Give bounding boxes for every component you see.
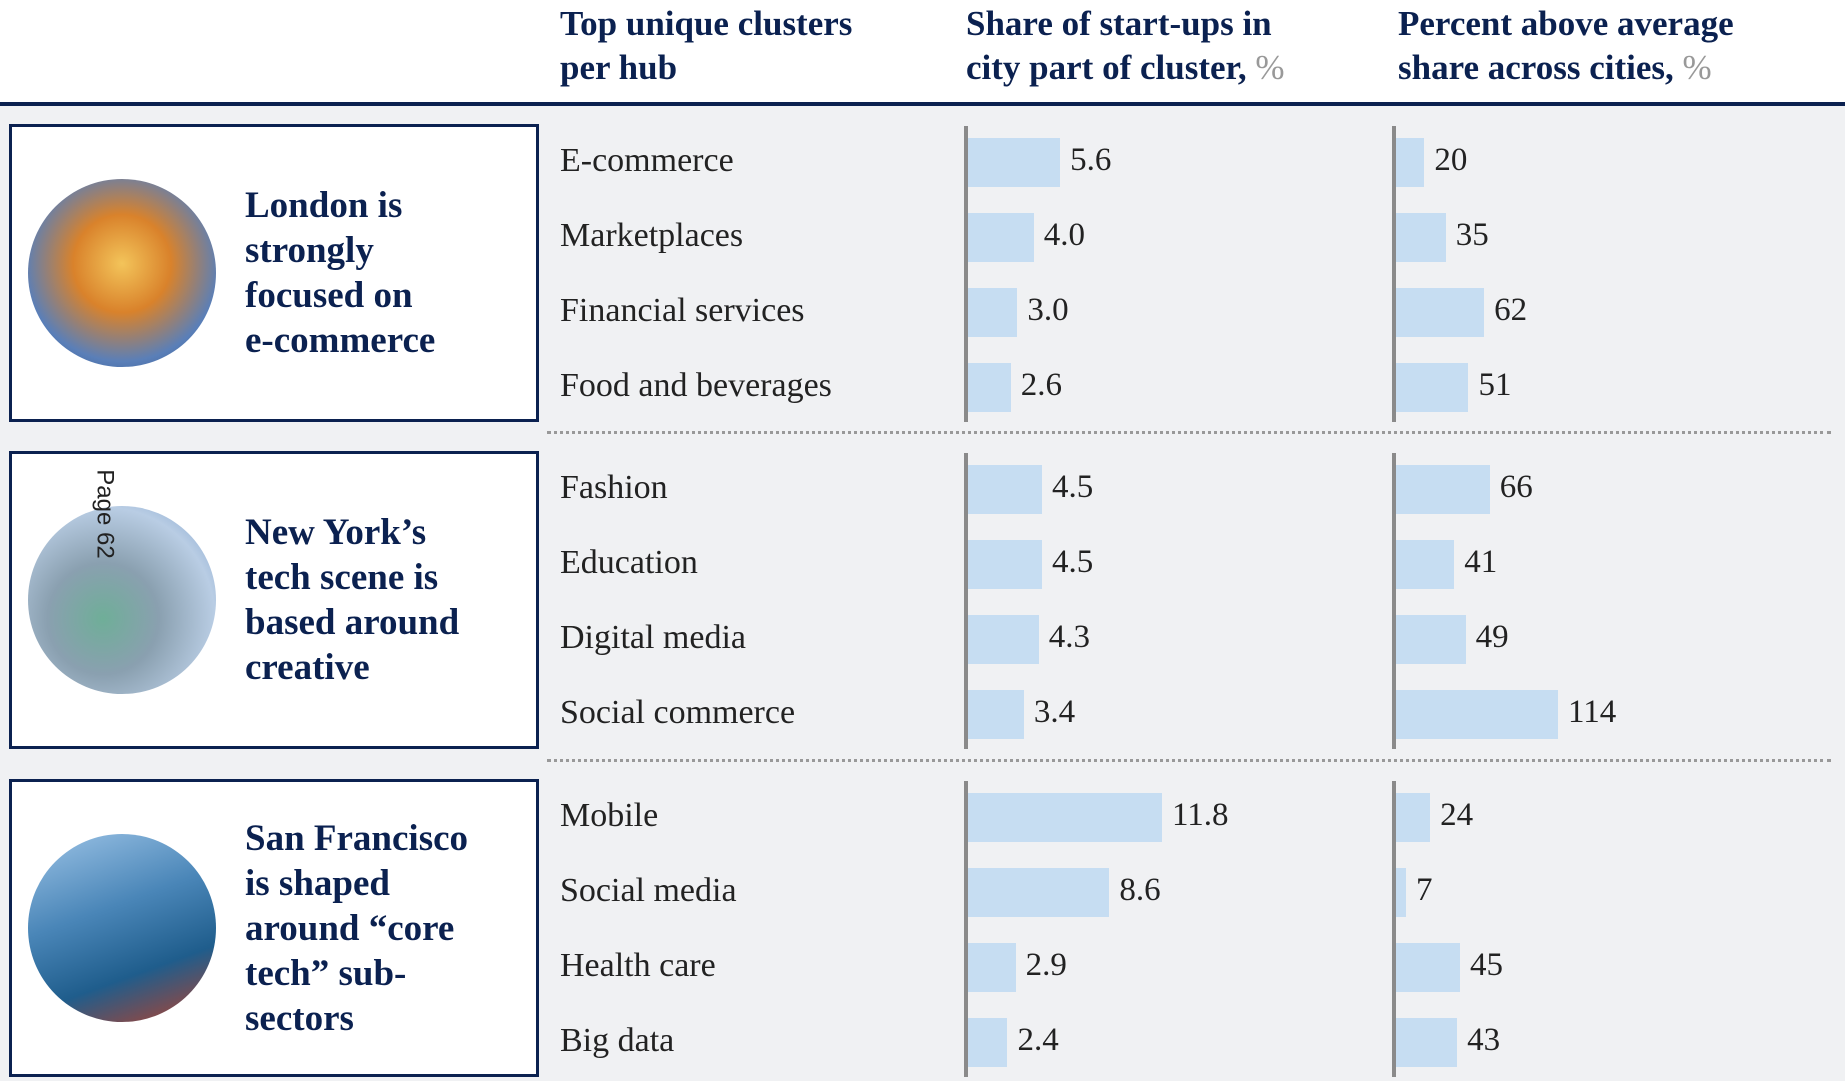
category-label: Big data — [560, 1022, 675, 1059]
above-bar — [1396, 690, 1558, 739]
share-value: 2.6 — [1020, 367, 1062, 403]
hub-caption: strongly — [245, 230, 374, 271]
above-bar — [1396, 288, 1485, 337]
above-value: 62 — [1494, 292, 1528, 328]
share-axis — [964, 781, 968, 1077]
hub-caption: based around — [245, 602, 460, 643]
above-value: 51 — [1478, 367, 1512, 403]
share-bar — [968, 288, 1018, 337]
share-bar — [968, 363, 1011, 412]
header-unit: % — [1255, 48, 1285, 87]
category-label: Marketplaces — [560, 217, 744, 254]
share-bar — [968, 868, 1110, 917]
category-label: E-commerce — [560, 142, 734, 179]
above-axis — [1392, 126, 1396, 422]
category-label: Social media — [560, 872, 737, 909]
category-label: Digital media — [560, 619, 747, 656]
above-value: 24 — [1440, 797, 1474, 833]
hub-caption: New York’s — [245, 512, 427, 553]
share-bar — [968, 690, 1024, 739]
above-bar — [1396, 615, 1466, 664]
header-line: Share of start-ups in — [966, 4, 1272, 43]
share-value: 4.5 — [1051, 469, 1094, 505]
above-axis — [1392, 453, 1396, 749]
share-bar — [968, 615, 1039, 664]
share-value: 11.8 — [1172, 797, 1229, 833]
header-line: city part of cluster, % — [966, 48, 1285, 87]
above-bar — [1396, 213, 1446, 262]
header-line: Percent above average — [1398, 4, 1734, 43]
hub-caption: London is — [245, 185, 403, 226]
hub-caption: tech” sub- — [245, 952, 407, 994]
above-bar — [1396, 465, 1490, 514]
category-label: Social commerce — [560, 694, 796, 731]
above-value: 20 — [1434, 142, 1468, 178]
header-line: Top unique clusters — [560, 4, 853, 43]
hub-caption: sectors — [245, 997, 354, 1039]
above-bar — [1396, 868, 1406, 917]
share-value: 4.5 — [1051, 544, 1094, 580]
share-axis — [964, 453, 968, 749]
above-value: 49 — [1475, 619, 1509, 655]
hub-photo — [28, 179, 216, 367]
share-value: 3.4 — [1033, 694, 1076, 730]
above-bar — [1396, 943, 1460, 992]
share-value: 8.6 — [1119, 872, 1161, 908]
header-line: share across cities, % — [1398, 48, 1712, 87]
share-value: 2.9 — [1025, 947, 1067, 983]
share-bar — [968, 465, 1042, 514]
above-value: 41 — [1464, 544, 1498, 580]
above-bar — [1396, 363, 1469, 412]
category-label: Mobile — [560, 797, 659, 834]
above-value: 114 — [1568, 694, 1617, 730]
header-rule — [0, 102, 1845, 106]
hub-caption: tech scene is — [245, 557, 439, 598]
header-unit: % — [1682, 48, 1712, 87]
hub-photo — [28, 506, 216, 694]
hub-photo — [28, 834, 216, 1022]
share-bar — [968, 213, 1034, 262]
share-value: 4.3 — [1048, 619, 1090, 655]
above-bar — [1396, 1018, 1458, 1067]
category-label: Health care — [560, 947, 716, 984]
separator — [547, 759, 1831, 762]
above-bar — [1396, 793, 1431, 842]
above-bar — [1396, 540, 1455, 589]
hub-caption: San Francisco — [245, 817, 469, 859]
above-value: 7 — [1415, 872, 1433, 908]
category-label: Food and beverages — [560, 367, 832, 404]
category-label: Education — [560, 544, 698, 581]
share-value: 5.6 — [1070, 142, 1112, 178]
category-label: Financial services — [560, 292, 805, 329]
share-value: 4.0 — [1043, 217, 1085, 253]
share-bar — [968, 943, 1016, 992]
category-label: Fashion — [560, 469, 668, 506]
share-bar — [968, 540, 1042, 589]
share-axis — [964, 126, 968, 422]
share-bar — [968, 138, 1061, 187]
above-bar — [1396, 138, 1425, 187]
above-value: 43 — [1467, 1022, 1501, 1058]
header-line: per hub — [560, 48, 678, 87]
above-axis — [1392, 781, 1396, 1077]
share-bar — [968, 1018, 1008, 1067]
hub-caption: is shaped — [245, 862, 390, 904]
separator — [547, 431, 1831, 434]
hub-caption: around “core — [245, 907, 455, 949]
hub-caption: e-commerce — [245, 320, 436, 361]
page-label: Page 62 — [91, 469, 119, 559]
hub-caption: creative — [245, 647, 370, 688]
above-value: 66 — [1499, 469, 1533, 505]
share-bar — [968, 793, 1162, 842]
above-value: 35 — [1455, 217, 1489, 253]
share-value: 2.4 — [1017, 1022, 1059, 1058]
share-value: 3.0 — [1027, 292, 1069, 328]
hub-caption: focused on — [245, 275, 413, 316]
above-value: 45 — [1469, 947, 1503, 983]
